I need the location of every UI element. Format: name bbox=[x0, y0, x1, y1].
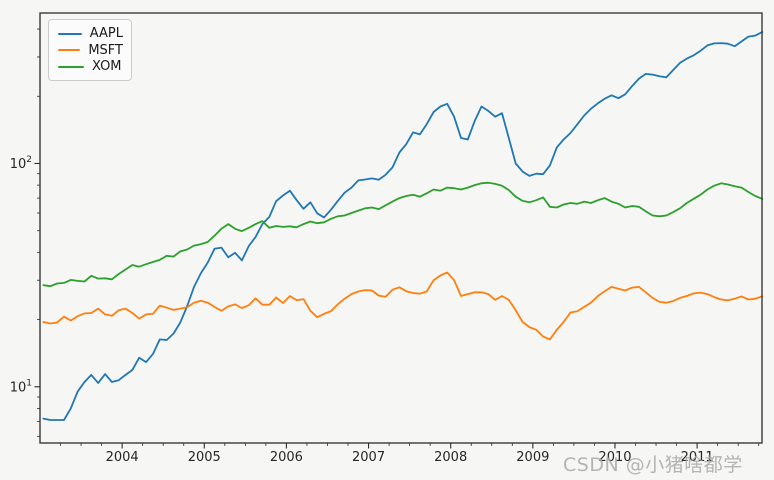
plot-border bbox=[39, 12, 763, 444]
legend-line-swatch-xom bbox=[58, 65, 84, 68]
y-axis: 101 102 bbox=[10, 28, 40, 437]
x-tick-label-2011: 2011 bbox=[681, 450, 714, 465]
x-tick-label-2006: 2006 bbox=[270, 450, 303, 465]
y-tick-label-10e1: 101 bbox=[10, 378, 32, 395]
legend: AAPL MSFT XOM bbox=[48, 19, 132, 81]
legend-line-swatch-aapl bbox=[58, 32, 82, 35]
legend-item-msft: MSFT bbox=[58, 44, 123, 57]
legend-label: XOM bbox=[92, 59, 122, 74]
series-line-msft bbox=[42, 271, 764, 341]
watermark: CSDN @小猪啥都学 bbox=[563, 454, 743, 476]
x-tick-label-2009: 2009 bbox=[516, 450, 549, 465]
x-tick-label-2010: 2010 bbox=[598, 450, 631, 465]
x-tick-label-2004: 2004 bbox=[106, 450, 139, 465]
x-tick-label-2007: 2007 bbox=[352, 450, 385, 465]
series-line-aapl bbox=[42, 31, 764, 421]
legend-line-swatch-msft bbox=[58, 49, 81, 51]
x-tick-label-2005: 2005 bbox=[188, 450, 221, 465]
series-line-xom bbox=[42, 181, 764, 288]
legend-item-xom: XOM bbox=[58, 60, 123, 73]
legend-label: AAPL bbox=[89, 26, 123, 41]
x-axis: 2004 2005 2006 2007 2008 2009 2010 2011 bbox=[60, 443, 760, 465]
legend-item-aapl: AAPL bbox=[58, 27, 123, 40]
y-tick-label-10e2: 102 bbox=[10, 155, 32, 172]
legend-label: MSFT bbox=[88, 42, 123, 58]
x-tick-label-2008: 2008 bbox=[434, 450, 467, 465]
